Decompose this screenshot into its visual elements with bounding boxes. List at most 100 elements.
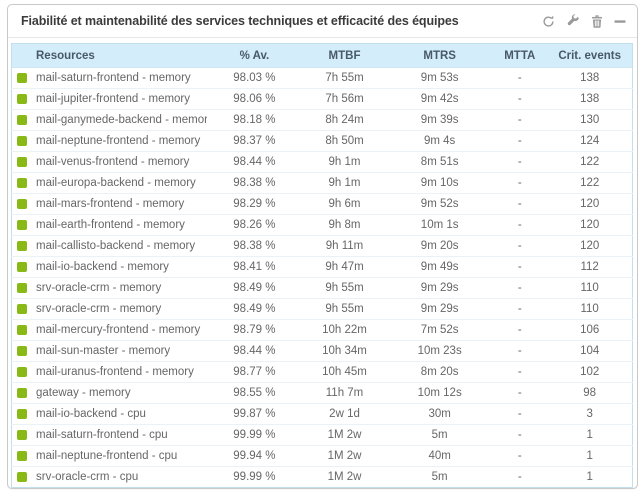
mtta-value: - [492,403,548,425]
mtta-value: - [492,298,548,320]
minus-icon[interactable] [614,15,626,28]
availability-value: 98.49 % [206,277,302,299]
table-row[interactable]: mail-io-backend - memory 98.41 % 9h 47m … [11,256,633,278]
column-header-mtbf[interactable]: MTBF [301,43,388,68]
table-row[interactable]: mail-mars-frontend - memory 98.29 % 9h 6… [11,193,633,215]
crit-events-value: 1 [547,445,633,467]
availability-value: 98.37 % [206,130,302,152]
mtrs-value: 9m 20s [387,235,493,257]
table-row[interactable]: srv-oracle-crm - cpu 99.99 % 1M 2w 5m - … [11,466,633,488]
table-row[interactable]: srv-oracle-crm - memory 98.49 % 9h 55m 9… [11,298,633,320]
resource-name: mail-saturn-frontend - memory [36,72,191,84]
mtbf-value: 9h 47m [301,256,388,278]
table-row[interactable]: mail-callisto-backend - memory 98.38 % 9… [11,235,633,257]
wrench-icon[interactable] [566,14,580,28]
mtbf-value: 1M 2w [301,445,388,467]
mtta-value: - [492,277,548,299]
status-ok-icon [17,157,27,167]
resource-name: mail-io-backend - memory [36,261,169,273]
mtta-value: - [492,340,548,362]
mtta-value: - [492,214,548,236]
table-row[interactable]: gateway - memory 98.55 % 11h 7m 10m 12s … [11,382,633,404]
availability-value: 98.44 % [206,340,302,362]
mtta-value: - [492,319,548,341]
availability-value: 98.38 % [206,172,302,194]
column-header-mtta[interactable]: MTTA [492,43,548,68]
status-ok-icon [17,430,27,440]
mtta-value: - [492,361,548,383]
resource-name: mail-mars-frontend - memory [36,198,185,210]
metrics-table: Resources % Av. MTBF MTRS MTTA Crit. eve… [11,43,633,488]
mtbf-value: 11h 7m [301,382,388,404]
resource-name: srv-oracle-crm - memory [36,303,162,315]
mtbf-value: 7h 55m [301,67,388,89]
mtbf-value: 2w 1d [301,403,388,425]
crit-events-value: 1 [547,466,633,488]
mtta-value: - [492,424,548,446]
crit-events-value: 122 [547,151,633,173]
column-header-crit-events[interactable]: Crit. events [547,43,633,68]
table-row[interactable]: mail-saturn-frontend - cpu 99.99 % 1M 2w… [11,424,633,446]
crit-events-value: 122 [547,172,633,194]
table-row[interactable]: mail-uranus-frontend - memory 98.77 % 10… [11,361,633,383]
table-row[interactable]: mail-jupiter-frontend - memory 98.06 % 7… [11,88,633,110]
mtta-value: - [492,466,548,488]
table-row[interactable]: mail-ganymede-backend - memory 98.18 % 8… [11,109,633,131]
mtbf-value: 9h 1m [301,151,388,173]
table-row[interactable]: mail-europa-backend - memory 98.38 % 9h … [11,172,633,194]
mtrs-value: 9m 42s [387,88,493,110]
status-ok-icon [17,262,27,272]
availability-value: 98.79 % [206,319,302,341]
column-header-availability[interactable]: % Av. [206,43,302,68]
resource-name: mail-jupiter-frontend - memory [36,93,191,105]
status-ok-icon [17,472,27,482]
crit-events-value: 102 [547,361,633,383]
mtta-value: - [492,235,548,257]
availability-value: 98.44 % [206,151,302,173]
crit-events-value: 120 [547,193,633,215]
crit-events-value: 110 [547,298,633,320]
mtbf-value: 1M 2w [301,466,388,488]
mtta-value: - [492,382,548,404]
mtbf-value: 9h 6m [301,193,388,215]
mtbf-value: 9h 8m [301,214,388,236]
table-row[interactable]: mail-sun-master - memory 98.44 % 10h 34m… [11,340,633,362]
refresh-icon[interactable] [542,15,555,28]
status-ok-icon [17,409,27,419]
status-ok-icon [17,241,27,251]
table-row[interactable]: mail-mercury-frontend - memory 98.79 % 1… [11,319,633,341]
mtbf-value: 9h 1m [301,172,388,194]
resource-name: mail-venus-frontend - memory [36,156,190,168]
status-ok-icon [17,388,27,398]
mtta-value: - [492,445,548,467]
mtrs-value: 30m [387,403,493,425]
column-header-mtrs[interactable]: MTRS [387,43,493,68]
table-row[interactable]: mail-neptune-frontend - cpu 99.94 % 1M 2… [11,445,633,467]
table-row[interactable]: mail-neptune-frontend - memory 98.37 % 8… [11,130,633,152]
status-ok-icon [17,451,27,461]
resource-name: srv-oracle-crm - memory [36,282,162,294]
mtrs-value: 9m 4s [387,130,493,152]
mtrs-value: 10m 1s [387,214,493,236]
mtta-value: - [492,172,548,194]
crit-events-value: 124 [547,130,633,152]
table-row[interactable]: mail-io-backend - cpu 99.87 % 2w 1d 30m … [11,403,633,425]
status-ok-icon [17,94,27,104]
crit-events-value: 106 [547,319,633,341]
column-header-resources[interactable]: Resources [11,43,207,68]
mtrs-value: 9m 52s [387,193,493,215]
table-row[interactable]: mail-venus-frontend - memory 98.44 % 9h … [11,151,633,173]
resource-name: mail-neptune-frontend - memory [36,135,201,147]
resource-name: mail-ganymede-backend - memory [36,114,207,126]
table-row[interactable]: srv-oracle-crm - memory 98.49 % 9h 55m 9… [11,277,633,299]
resource-name: mail-sun-master - memory [36,345,171,357]
table-row[interactable]: mail-saturn-frontend - memory 98.03 % 7h… [11,67,633,89]
mtta-value: - [492,109,548,131]
mtbf-value: 7h 56m [301,88,388,110]
mtrs-value: 8m 51s [387,151,493,173]
mtrs-value: 10m 23s [387,340,493,362]
status-ok-icon [17,346,27,356]
trash-icon[interactable] [591,14,603,28]
table-row[interactable]: mail-earth-frontend - memory 98.26 % 9h … [11,214,633,236]
